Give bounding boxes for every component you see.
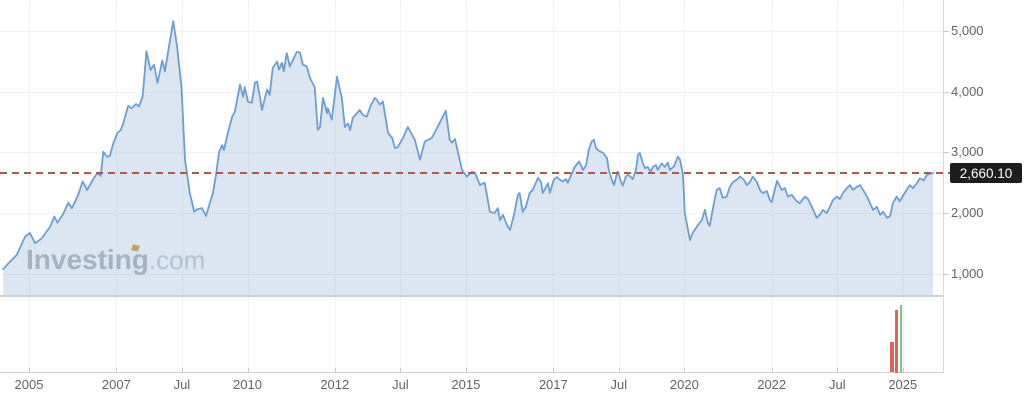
y-axis-tick [943,273,949,275]
vertical-gridline [771,0,773,372]
x-axis-label: Jul [392,377,409,392]
x-axis-label: 2025 [888,377,918,392]
vertical-gridline [29,0,30,372]
x-axis-label: Jul [828,377,846,392]
x-axis-label: 2010 [233,377,262,392]
x-axis-tick [116,368,118,373]
series-area-fill [3,21,933,296]
vertical-gridline [465,0,467,372]
x-axis-label: 2012 [320,377,350,392]
y-axis-tick [943,31,949,33]
watermark-brand-text: Investing [26,244,149,275]
horizontal-gridline [0,273,943,275]
x-axis-label: 2015 [451,377,481,392]
investing-logo-watermark: Investing.com [26,244,205,276]
vertical-gridline [684,0,686,372]
x-axis-tick [181,368,183,373]
series-line [2,20,934,271]
vertical-gridline [553,0,555,372]
y-axis-label: 2,000 [951,205,984,220]
y-axis-label: 4,000 [951,83,984,99]
plot-right-border [943,0,944,373]
last-price-label: 2,660.10 [950,163,1022,183]
y-axis-tick [943,91,949,93]
volume-bar-down [894,310,898,373]
x-axis-label: 2017 [538,377,568,392]
x-axis-tick [684,368,686,373]
y-axis-tick [943,152,949,154]
x-axis-line [0,372,943,373]
x-axis-tick [902,368,904,373]
x-axis-label: Jul [173,377,191,392]
vertical-gridline [902,0,904,372]
watermark-suffix-text: .com [149,245,205,275]
vertical-gridline [334,0,336,372]
horizontal-gridline [0,31,943,33]
vertical-gridline [247,0,249,372]
y-axis-tick [943,213,949,214]
vertical-gridline [181,0,183,372]
x-axis-label: 2022 [757,377,787,392]
y-axis-label: 5,000 [951,23,984,39]
horizontal-gridline [0,213,943,214]
x-axis-tick [771,368,773,373]
y-axis-label: 3,000 [951,144,984,160]
y-axis-label: 1,000 [951,265,984,281]
x-axis-label: 2007 [101,377,131,392]
x-axis-tick [618,368,620,373]
x-axis-label: 2020 [669,377,699,392]
vertical-gridline [400,0,402,372]
horizontal-gridline [0,91,943,93]
volume-bar-down [890,341,894,373]
x-axis-label: 2005 [14,377,44,392]
last-price-dashed-line [0,172,950,174]
volume-bar-up [900,305,903,373]
x-axis-tick [29,368,30,373]
x-axis-tick [837,368,839,373]
horizontal-gridline [0,152,943,154]
area-series-svg [2,20,934,296]
x-axis-tick [553,368,555,373]
vertical-gridline [837,0,839,372]
vertical-gridline [618,0,620,372]
x-axis-tick [247,368,249,373]
x-axis-tick [334,368,336,373]
vertical-gridline [116,0,118,372]
x-axis-tick [465,368,467,373]
x-axis-tick [400,368,402,373]
x-axis-label: Jul [610,377,628,392]
panel-separator [0,295,943,297]
